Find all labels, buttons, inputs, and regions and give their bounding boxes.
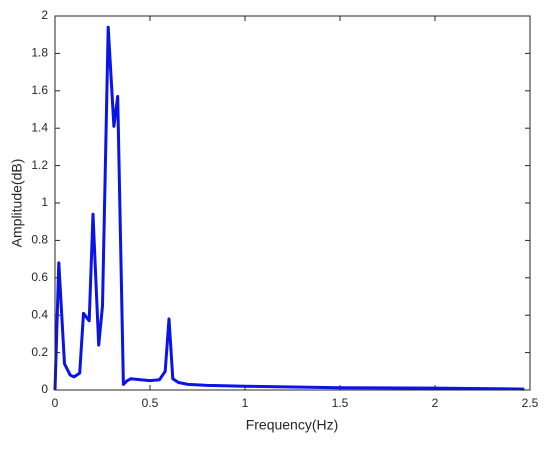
y-tick-label: 1.4 (31, 120, 48, 134)
y-tick-label: 0.4 (31, 307, 48, 321)
plot-area (55, 16, 530, 390)
y-tick-label: 1.8 (31, 46, 48, 60)
x-axis-label: Frequency(Hz) (246, 417, 339, 433)
y-tick-label: 0.8 (31, 233, 48, 247)
y-tick-label: 2 (41, 8, 48, 22)
y-tick-label: 1.2 (31, 158, 48, 172)
y-tick-label: 0.2 (31, 345, 48, 359)
x-tick-label: 1.5 (332, 396, 349, 410)
axes-frame (54, 15, 531, 391)
x-tick-label: 0.5 (142, 396, 159, 410)
y-axis-label: Amplitude(dB) (9, 159, 25, 248)
x-tick-label: 2.5 (522, 396, 539, 410)
y-tick-label: 1.6 (31, 83, 48, 97)
data-line (53, 25, 525, 391)
x-tick-label: 2 (432, 396, 439, 410)
x-tick-label: 1 (242, 396, 249, 410)
y-tick-label: 0.6 (31, 270, 48, 284)
x-tick-label: 0 (52, 396, 59, 410)
y-tick-label: 1 (41, 195, 48, 209)
y-tick-label: 0 (41, 382, 48, 396)
